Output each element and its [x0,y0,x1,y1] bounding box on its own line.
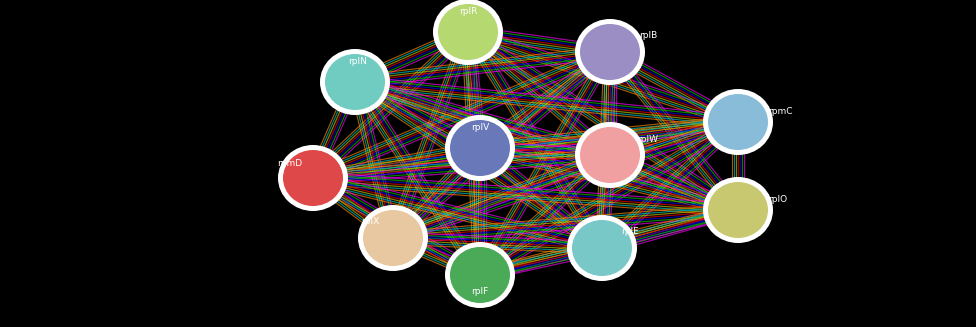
Text: rplO: rplO [768,196,788,204]
Text: rplE: rplE [621,228,639,236]
Text: rpmC: rpmC [768,108,793,116]
Text: rplW: rplW [637,135,659,145]
Ellipse shape [703,177,773,243]
Text: rplF: rplF [471,287,489,297]
Ellipse shape [567,215,637,281]
Ellipse shape [708,94,768,150]
Ellipse shape [708,182,768,238]
Ellipse shape [283,150,343,206]
Ellipse shape [325,54,385,110]
Ellipse shape [278,145,348,211]
Text: rplB: rplB [639,31,657,41]
Ellipse shape [572,220,632,276]
Ellipse shape [438,4,498,60]
Ellipse shape [703,89,773,155]
Ellipse shape [580,127,640,183]
Ellipse shape [450,247,510,303]
Text: rplN: rplN [348,58,367,66]
Ellipse shape [320,49,390,115]
Ellipse shape [445,115,515,181]
Ellipse shape [580,24,640,80]
Ellipse shape [363,210,423,266]
Ellipse shape [450,120,510,176]
Text: rplR: rplR [459,8,477,16]
Text: rplV: rplV [470,124,489,132]
Ellipse shape [575,122,645,188]
Text: rplX: rplX [361,217,379,227]
Ellipse shape [358,205,428,271]
Ellipse shape [433,0,503,65]
Text: rpmD: rpmD [277,159,303,167]
Ellipse shape [575,19,645,85]
Ellipse shape [445,242,515,308]
